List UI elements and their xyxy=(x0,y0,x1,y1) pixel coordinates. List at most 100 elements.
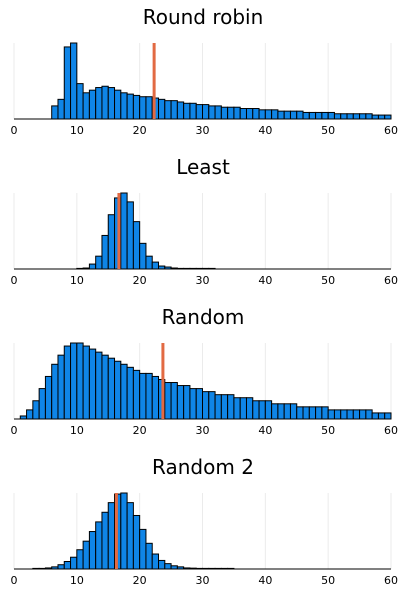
histogram-bar xyxy=(151,375,160,420)
histogram-bar xyxy=(239,108,247,120)
histogram-bar xyxy=(107,87,116,120)
histogram-bar xyxy=(283,110,291,120)
histogram-bar xyxy=(327,111,335,120)
histogram-bar xyxy=(70,342,78,420)
histogram-bar xyxy=(95,87,103,120)
histogram-bar xyxy=(132,369,141,420)
histogram-bar xyxy=(315,406,323,420)
histogram-bar xyxy=(101,354,109,420)
histogram-bar xyxy=(239,397,247,420)
histogram-bar xyxy=(227,394,235,420)
histogram-bar xyxy=(315,111,323,120)
x-tick-label: 60 xyxy=(384,424,398,437)
histogram-plot: 0 10 20 30 40 50 60 xyxy=(11,342,398,437)
histogram-bar xyxy=(258,400,266,420)
histogram-bar xyxy=(308,111,317,120)
histogram-bar xyxy=(139,528,147,570)
histogram-bar xyxy=(126,502,134,570)
x-tick-label: 40 xyxy=(258,124,272,137)
histogram-bar xyxy=(371,114,379,120)
x-tick-label: 0 xyxy=(11,274,18,287)
x-tick-label: 20 xyxy=(133,424,147,437)
histogram-bar xyxy=(164,563,172,570)
histogram-bar xyxy=(120,492,128,570)
histogram-bar xyxy=(26,409,34,420)
histogram-bar xyxy=(164,100,172,120)
panel-title: Random xyxy=(162,305,245,329)
histogram-bar xyxy=(101,511,109,570)
x-tick-label: 30 xyxy=(196,424,210,437)
panel-title: Random 2 xyxy=(152,455,254,479)
x-tick-label: 10 xyxy=(70,574,84,587)
histogram-bar xyxy=(126,201,134,270)
histogram-bar xyxy=(176,101,185,120)
histogram-bar xyxy=(258,109,266,120)
histogram-bar xyxy=(132,221,141,270)
x-tick-label: 20 xyxy=(133,574,147,587)
x-tick-label: 10 xyxy=(70,124,84,137)
histogram-bar xyxy=(151,553,160,570)
histogram-bar xyxy=(208,391,216,420)
histogram-bar xyxy=(333,113,342,120)
histogram-plot: 0 10 20 30 40 50 60 xyxy=(11,192,398,287)
histogram-bar xyxy=(208,105,216,120)
x-tick-label: 60 xyxy=(384,574,398,587)
histogram-bar xyxy=(289,110,298,120)
histogram-bar xyxy=(352,409,361,420)
x-tick-label: 60 xyxy=(384,124,398,137)
histogram-bar xyxy=(227,106,235,120)
histogram-bar xyxy=(352,113,361,120)
histogram-bar xyxy=(321,406,329,420)
panel-random: Random 0 10 20 30 40 50 60 xyxy=(11,305,399,437)
x-tick-label: 0 xyxy=(11,424,18,437)
histogram-bar xyxy=(51,105,59,120)
histogram-bar xyxy=(233,106,241,120)
histogram-bar xyxy=(132,94,141,120)
histogram-bar xyxy=(88,263,97,270)
histogram-bar xyxy=(264,400,273,420)
histogram-bar xyxy=(359,409,367,420)
histogram-bar xyxy=(195,388,203,420)
panel-title: Least xyxy=(176,155,230,179)
histogram-bar xyxy=(95,255,103,270)
histogram-bar xyxy=(88,531,97,570)
histogram-bar xyxy=(145,372,153,420)
histogram-bar xyxy=(214,105,222,120)
histogram-bar xyxy=(88,348,97,420)
histogram-bar xyxy=(340,409,348,420)
x-tick-label: 30 xyxy=(196,574,210,587)
histogram-bar xyxy=(126,93,134,120)
panel-least: Least 0 10 20 30 40 50 60 xyxy=(11,155,399,287)
histogram-bar xyxy=(82,92,90,120)
x-tick-label: 50 xyxy=(321,124,335,137)
histogram-bar xyxy=(359,113,367,120)
x-tick-label: 0 xyxy=(11,574,18,587)
histogram-bar xyxy=(252,108,260,120)
histogram-bar xyxy=(139,96,147,120)
histogram-bar xyxy=(82,345,90,420)
x-tick-label: 50 xyxy=(321,274,335,287)
histogram-bar xyxy=(120,92,128,120)
histogram-bar xyxy=(82,540,90,570)
histogram-bar xyxy=(114,89,122,120)
histogram-bar xyxy=(371,412,379,420)
panel-title: Round robin xyxy=(143,5,264,29)
x-tick-label: 10 xyxy=(70,274,84,287)
x-tick-label: 40 xyxy=(258,574,272,587)
x-tick-label: 30 xyxy=(196,124,210,137)
histogram-bar xyxy=(76,83,84,120)
histogram-bar xyxy=(302,406,310,420)
histogram-bar xyxy=(76,549,84,570)
histogram-bar xyxy=(164,382,172,420)
histogram-bar xyxy=(145,542,153,570)
histogram-bar xyxy=(107,357,116,420)
histogram-bar xyxy=(384,114,392,120)
histogram-bar xyxy=(126,366,134,420)
histogram-bar xyxy=(70,42,78,120)
x-tick-label: 60 xyxy=(384,274,398,287)
histogram-bar xyxy=(245,108,254,120)
histogram-bar xyxy=(38,388,46,420)
histogram-bar xyxy=(107,502,116,570)
x-tick-label: 40 xyxy=(258,424,272,437)
